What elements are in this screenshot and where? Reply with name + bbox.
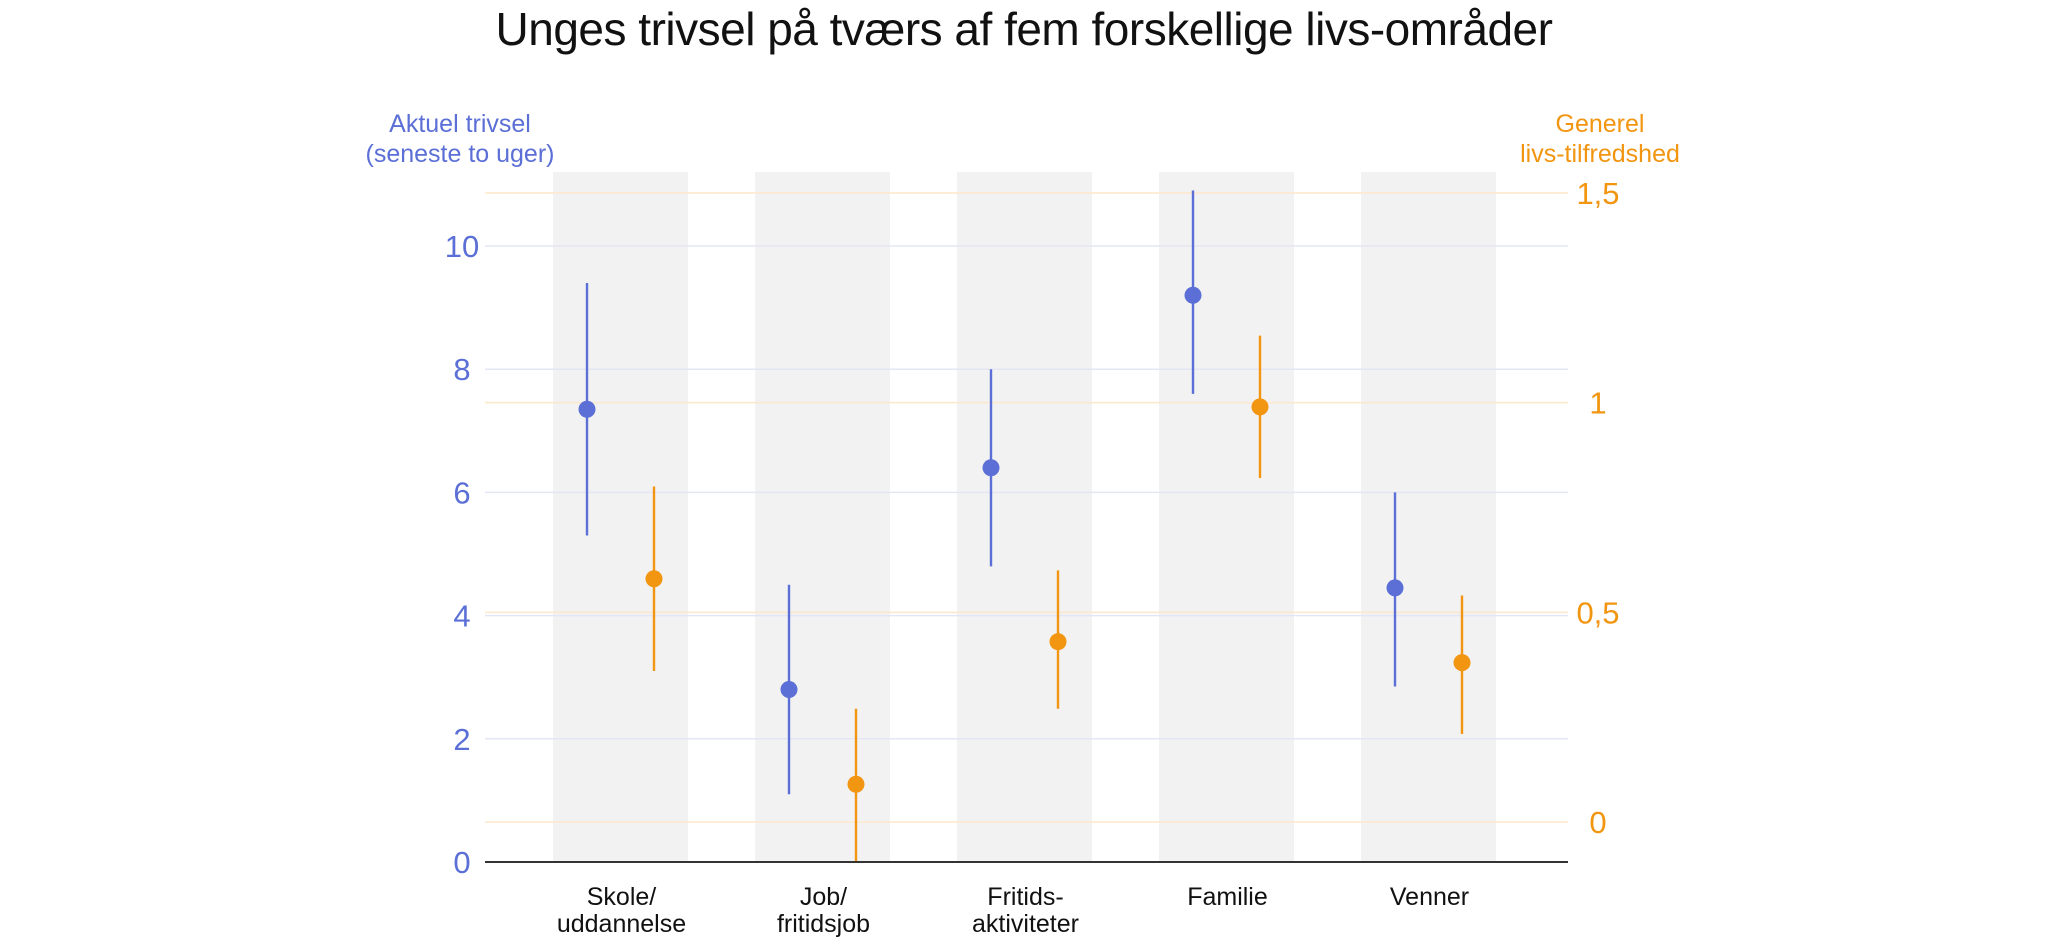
right-tick-label: 1 [1589, 386, 1606, 421]
left-axis-label-line-1: Aktuel trivsel [389, 110, 531, 138]
left-axis-label-line-2: (seneste to uger) [365, 140, 555, 168]
point-trivsel [1386, 579, 1404, 597]
category-label: Job/ [800, 883, 847, 911]
category-band [1361, 172, 1496, 862]
left-tick-label: 2 [453, 722, 470, 757]
left-tick-label: 4 [453, 599, 470, 634]
left-tick-label: 8 [453, 352, 470, 387]
category-band [957, 172, 1092, 862]
left-tick-label: 0 [453, 845, 470, 880]
right-axis-label: Generel livs-tilfredshed [1480, 109, 1720, 169]
point-trivsel [578, 400, 596, 418]
right-tick-label: 0 [1589, 805, 1606, 840]
point-tilfredshed [1049, 633, 1067, 651]
point-trivsel [780, 681, 798, 699]
category-band [553, 172, 688, 862]
right-axis-label-line-2: livs-tilfredshed [1520, 140, 1680, 168]
point-trivsel [1184, 286, 1202, 304]
category-label: Fritids- [987, 883, 1063, 911]
category-label: Skole/ [587, 883, 657, 911]
category-label: aktiviteter [972, 910, 1079, 938]
category-label: Venner [1390, 883, 1469, 911]
category-label: fritidsjob [777, 910, 870, 938]
category-label: Familie [1187, 883, 1268, 911]
point-tilfredshed [645, 570, 663, 588]
category-band [755, 172, 890, 862]
point-tilfredshed [847, 775, 865, 793]
right-axis-label-line-1: Generel [1555, 110, 1645, 138]
left-tick-label: 6 [453, 475, 470, 510]
right-tick-label: 0,5 [1576, 595, 1619, 630]
point-trivsel [982, 459, 1000, 477]
chart-title: Unges trivsel på tværs af fem forskellig… [495, 3, 1553, 55]
point-tilfredshed [1453, 654, 1471, 672]
category-band [1159, 172, 1294, 862]
category-label: uddannelse [557, 910, 686, 938]
right-tick-label: 1,5 [1576, 176, 1619, 211]
point-tilfredshed [1251, 398, 1269, 416]
left-axis-label: Aktuel trivsel (seneste to uger) [340, 109, 580, 169]
left-tick-label: 10 [445, 229, 479, 264]
